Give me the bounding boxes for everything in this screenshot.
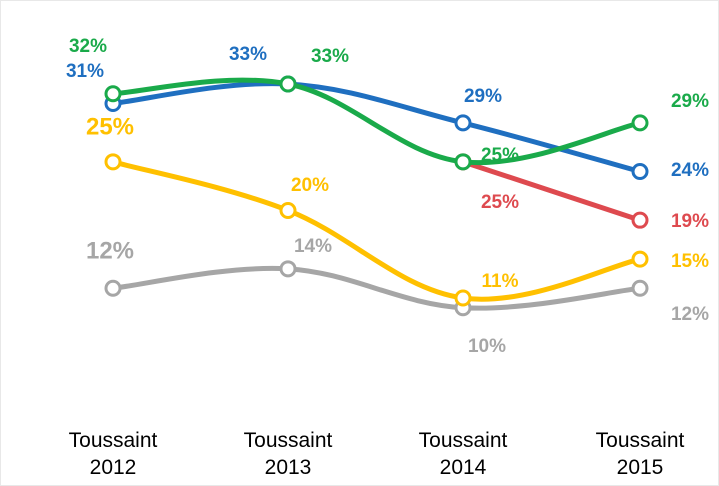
line — [110, 265, 643, 311]
data-label: 31% — [66, 61, 104, 82]
marker — [104, 85, 122, 103]
marker — [631, 114, 649, 132]
data-label: 15% — [671, 251, 709, 272]
x-tick-label: Toussaint 2014 — [418, 429, 508, 479]
marker — [631, 279, 649, 297]
x-tick-label: Toussaint 2012 — [68, 429, 158, 479]
data-label: 29% — [671, 91, 709, 112]
data-label: 29% — [464, 86, 502, 107]
marker — [631, 163, 649, 181]
marker — [631, 211, 649, 229]
data-label: 33% — [229, 44, 267, 65]
marker — [631, 250, 649, 268]
line — [110, 159, 643, 302]
x-tick-label: Toussaint 2013 — [243, 429, 333, 479]
data-label: 25% — [86, 113, 134, 140]
data-label: 12% — [86, 237, 134, 264]
line — [460, 159, 643, 223]
data-label: 24% — [671, 160, 709, 181]
marker — [454, 114, 472, 132]
marker — [279, 260, 297, 278]
marker — [454, 153, 472, 171]
data-label: 10% — [468, 336, 506, 357]
marker — [279, 75, 297, 93]
data-label: 25% — [481, 192, 519, 213]
data-label: 32% — [69, 36, 107, 57]
marker — [104, 279, 122, 297]
data-label: 25% — [481, 145, 519, 166]
x-tick-label: Toussaint 2015 — [595, 429, 685, 479]
data-label: 12% — [671, 304, 709, 325]
marker — [454, 289, 472, 307]
data-label: 33% — [311, 46, 349, 67]
line — [110, 77, 643, 166]
data-label: 11% — [482, 271, 519, 292]
marker — [104, 153, 122, 171]
data-label: 19% — [671, 211, 709, 232]
data-label: 14% — [294, 236, 332, 257]
marker — [279, 201, 297, 219]
data-label: 20% — [291, 175, 329, 196]
